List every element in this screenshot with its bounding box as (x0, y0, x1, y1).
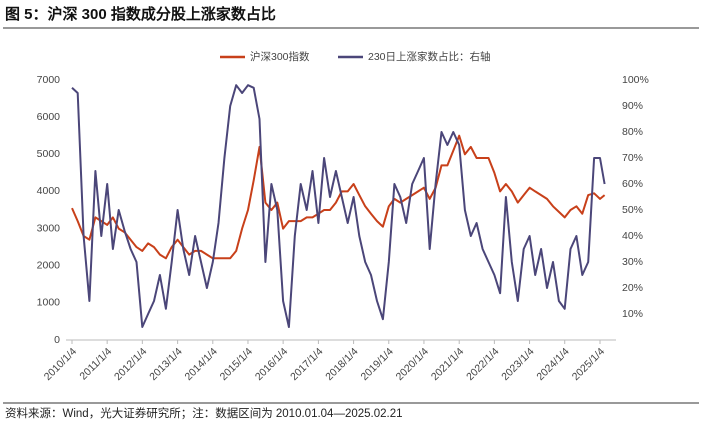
legend-label: 沪深300指数 (250, 50, 310, 63)
y2-tick-label: 90% (622, 100, 643, 112)
y2-tick-label: 70% (622, 152, 643, 164)
y2-tick-label: 80% (622, 126, 643, 138)
x-tick-label: 2022/1/4 (464, 345, 501, 382)
x-tick-label: 2011/1/4 (77, 345, 114, 382)
x-tick-label: 2018/1/4 (323, 345, 360, 382)
x-tick-label: 2010/1/4 (42, 345, 79, 382)
y-tick-label: 4000 (37, 185, 61, 197)
x-tick-label: 2020/1/4 (394, 345, 431, 382)
y2-tick-label: 40% (622, 230, 643, 242)
y-tick-label: 7000 (37, 74, 61, 86)
y-tick-label: 5000 (37, 148, 61, 160)
y-tick-label: 3000 (37, 222, 61, 234)
y2-tick-label: 50% (622, 204, 643, 216)
chart-title: 图 5：沪深 300 指数成分股上涨家数占比 (5, 5, 276, 23)
y2-tick-label: 60% (622, 178, 643, 190)
legend-label: 230日上涨家数占比：右轴 (368, 50, 491, 63)
y-tick-label: 2000 (37, 259, 61, 271)
source-note: 资料来源：Wind，光大证券研究所；注：数据区间为 2010.01.04—202… (5, 406, 403, 420)
x-tick-label: 2023/1/4 (499, 345, 536, 382)
x-tick-label: 2014/1/4 (182, 345, 219, 382)
x-tick-label: 2012/1/4 (112, 345, 149, 382)
x-tick-label: 2013/1/4 (147, 345, 184, 382)
x-tick-label: 2019/1/4 (358, 345, 395, 382)
y2-tick-label: 20% (622, 282, 643, 294)
y2-tick-label: 100% (622, 74, 649, 86)
series-line (71, 84, 606, 328)
x-tick-label: 2024/1/4 (534, 345, 571, 382)
x-tick-label: 2016/1/4 (253, 345, 290, 382)
series-line (71, 134, 606, 260)
y2-tick-label: 10% (622, 308, 643, 320)
x-tick-label: 2021/1/4 (429, 345, 466, 382)
x-tick-label: 2017/1/4 (288, 345, 325, 382)
y-tick-label: 0 (54, 334, 60, 346)
y2-tick-label: 30% (622, 256, 643, 268)
y-tick-label: 1000 (37, 297, 61, 309)
x-tick-label: 2025/1/4 (570, 345, 607, 382)
y-tick-label: 6000 (37, 111, 61, 123)
x-tick-label: 2015/1/4 (218, 345, 255, 382)
